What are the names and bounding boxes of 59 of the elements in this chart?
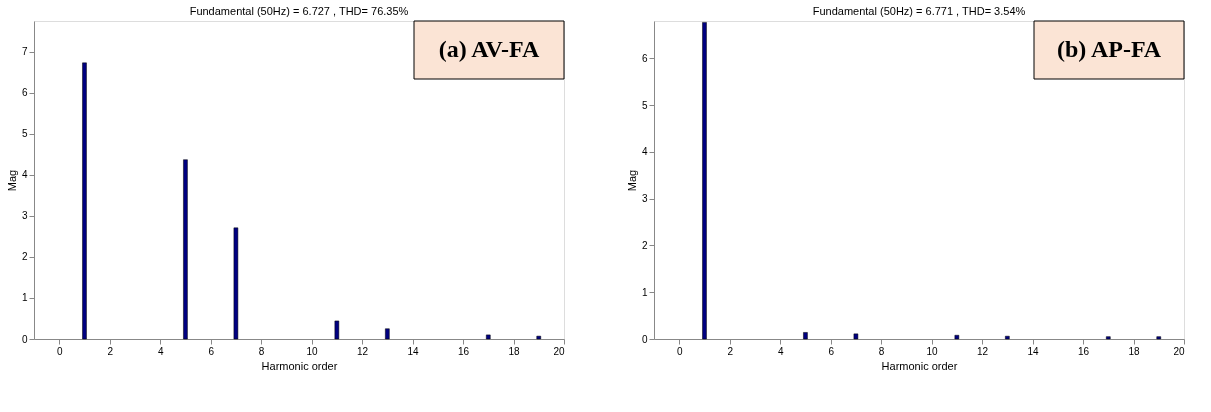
x-tick-label: 12 [357, 345, 369, 357]
x-axis-title: Harmonic order [261, 359, 338, 372]
y-tick-label: 6 [21, 87, 28, 99]
bar [536, 335, 542, 340]
bar [183, 159, 188, 340]
x-tick-label: 16 [457, 345, 470, 357]
y-tick-label: 0 [21, 333, 28, 345]
x-tick-label: 2 [727, 345, 734, 357]
x-tick-label: 10 [306, 345, 319, 357]
y-tick-label: 4 [641, 146, 648, 158]
x-tick-label: 2 [107, 345, 114, 357]
x-tick-label: 8 [878, 345, 885, 357]
x-tick-label: 12 [977, 345, 989, 357]
bar [233, 227, 239, 340]
x-tick-label: 16 [1077, 345, 1090, 357]
bar [853, 333, 859, 340]
y-tick-label: 2 [641, 239, 648, 251]
x-tick-label: 6 [208, 345, 215, 357]
bar [1005, 335, 1010, 340]
x-tick-label: 18 [508, 345, 521, 357]
bar [334, 320, 340, 340]
annotation: (a) AV-FA [438, 36, 540, 62]
bar [803, 332, 808, 340]
bar [1156, 336, 1162, 340]
bar [82, 62, 87, 340]
y-axis-title: Mag [625, 169, 638, 192]
y-tick-label: 1 [641, 286, 648, 298]
x-tick-label: 14 [1027, 345, 1040, 357]
y-tick-label: 0 [641, 333, 648, 345]
x-tick-label: 4 [777, 345, 784, 357]
x-tick-label: 20 [553, 345, 565, 357]
chart-title: Fundamental (50Hz) = 6.771 , THD= 3.54% [812, 4, 1026, 17]
y-tick-label: 5 [21, 128, 28, 140]
y-tick-label: 1 [21, 292, 28, 304]
bar [486, 334, 491, 340]
bar [385, 328, 390, 340]
x-tick-label: 4 [157, 345, 164, 357]
y-tick-label: 4 [21, 169, 28, 181]
annotation: (b) AP-FA [1056, 36, 1162, 62]
x-tick-label: 8 [258, 345, 265, 357]
y-axis-title: Mag [5, 169, 18, 192]
y-tick-label: 2 [21, 251, 28, 263]
chart-title: Fundamental (50Hz) = 6.727 , THD= 76.35% [189, 4, 409, 17]
x-tick-label: 18 [1128, 345, 1141, 357]
bar [954, 335, 960, 340]
y-tick-label: 5 [641, 99, 648, 111]
y-tick-label: 6 [641, 52, 648, 64]
x-tick-label: 0 [56, 345, 63, 357]
y-tick-label: 3 [641, 193, 648, 205]
x-tick-label: 0 [676, 345, 683, 357]
y-tick-label: 7 [21, 46, 28, 58]
x-axis-title: Harmonic order [881, 359, 958, 372]
x-tick-label: 14 [407, 345, 420, 357]
x-tick-label: 6 [828, 345, 835, 357]
bar [702, 22, 707, 340]
bar [1106, 336, 1111, 340]
x-tick-label: 10 [926, 345, 939, 357]
y-tick-label: 3 [21, 210, 28, 222]
x-tick-label: 20 [1173, 345, 1185, 357]
